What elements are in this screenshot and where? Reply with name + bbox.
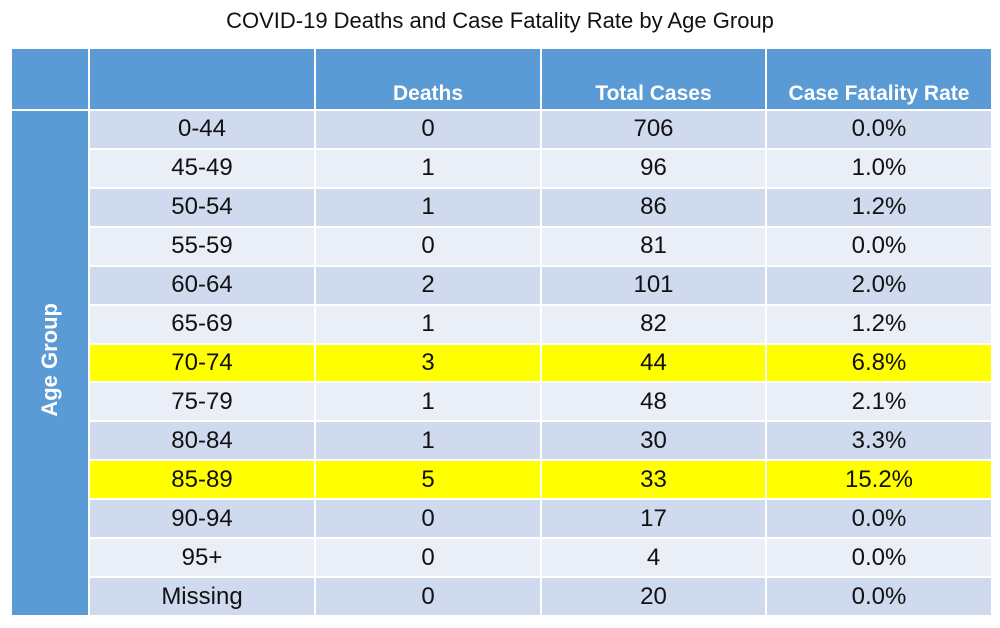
deaths-cell: 1	[314, 381, 542, 423]
case-fatality-rate-cell: 1.2%	[765, 303, 993, 345]
case-fatality-rate-cell: 15.2%	[765, 459, 993, 501]
total-cases-cell: 30	[540, 420, 767, 462]
total-cases-cell: 33	[540, 459, 767, 501]
total-cases-cell: 20	[540, 576, 767, 617]
age-group-cell: 75-79	[88, 381, 316, 423]
table-row: 60-64 2 101 2.0%	[11, 264, 993, 306]
age-group-cell: 95+	[88, 537, 316, 579]
table-row: 65-69 1 82 1.2%	[11, 303, 993, 345]
age-group-cell: 0-44	[88, 109, 316, 150]
age-group-cell: 80-84	[88, 420, 316, 462]
case-fatality-rate-cell: 6.8%	[765, 342, 993, 384]
column-header-blank	[88, 47, 316, 111]
case-fatality-rate-cell: 2.1%	[765, 381, 993, 423]
age-group-cell: 65-69	[88, 303, 316, 345]
chart-title: COVID-19 Deaths and Case Fatality Rate b…	[226, 8, 774, 33]
age-group-cell: 90-94	[88, 498, 316, 540]
deaths-cell: 0	[314, 537, 542, 579]
table-row: 95+ 0 4 0.0%	[11, 537, 993, 579]
table-body: Age Group 0-44 0 706 0.0% 45-49 1 96 1.0% 50-54 1 8…	[10, 109, 993, 617]
corner-cell	[10, 47, 90, 111]
table-row: 80-84 1 30 3.3%	[11, 420, 993, 462]
age-group-cell: 70-74	[88, 342, 316, 384]
age-group-cell: 60-64	[88, 264, 316, 306]
table-row: 70-74 3 44 6.8%	[11, 342, 993, 384]
deaths-cell: 0	[314, 498, 542, 540]
fatality-table: Deaths Total Cases Case Fatality Rate Ag…	[10, 47, 993, 617]
case-fatality-rate-cell: 2.0%	[765, 264, 993, 306]
total-cases-cell: 96	[540, 147, 767, 189]
case-fatality-rate-cell: 0.0%	[765, 109, 993, 150]
case-fatality-rate-cell: 0.0%	[765, 576, 993, 617]
age-group-cell: 55-59	[88, 225, 316, 267]
case-fatality-rate-cell: 1.2%	[765, 186, 993, 228]
table-row: 50-54 1 86 1.2%	[11, 186, 993, 228]
column-header-deaths: Deaths	[314, 47, 542, 111]
table-row: Age Group 0-44 0 706 0.0%	[10, 109, 993, 617]
deaths-cell: 5	[314, 459, 542, 501]
case-fatality-rate-cell: 0.0%	[765, 537, 993, 579]
deaths-cell: 1	[314, 303, 542, 345]
age-group-cell: 50-54	[88, 186, 316, 228]
age-group-cell: 45-49	[88, 147, 316, 189]
table-row: 45-49 1 96 1.0%	[11, 147, 993, 189]
total-cases-cell: 44	[540, 342, 767, 384]
row-group-label: Age Group	[37, 303, 62, 417]
deaths-cell: 0	[314, 109, 542, 150]
column-header-case-fatality-rate: Case Fatality Rate	[765, 47, 993, 111]
deaths-cell: 1	[314, 420, 542, 462]
case-fatality-rate-cell: 0.0%	[765, 225, 993, 267]
deaths-cell: 0	[314, 225, 542, 267]
table-row: 85-89 5 33 15.2%	[11, 459, 993, 501]
deaths-cell: 0	[314, 576, 542, 617]
row-group-header: Age Group	[10, 109, 90, 617]
table-row: Missing 0 20 0.0%	[11, 576, 993, 617]
deaths-cell: 1	[314, 147, 542, 189]
table-row: 90-94 0 17 0.0%	[11, 498, 993, 540]
total-cases-cell: 706	[540, 109, 767, 150]
total-cases-cell: 17	[540, 498, 767, 540]
case-fatality-rate-cell: 1.0%	[765, 147, 993, 189]
table-row: 55-59 0 81 0.0%	[11, 225, 993, 267]
deaths-cell: 3	[314, 342, 542, 384]
total-cases-cell: 4	[540, 537, 767, 579]
total-cases-cell: 81	[540, 225, 767, 267]
total-cases-cell: 48	[540, 381, 767, 423]
column-header-total-cases: Total Cases	[540, 47, 767, 111]
header-row: Deaths Total Cases Case Fatality Rate	[10, 47, 993, 111]
age-group-cell: Missing	[88, 576, 316, 617]
deaths-cell: 1	[314, 186, 542, 228]
deaths-cell: 2	[314, 264, 542, 306]
age-group-cell: 85-89	[88, 459, 316, 501]
case-fatality-rate-cell: 0.0%	[765, 498, 993, 540]
case-fatality-rate-cell: 3.3%	[765, 420, 993, 462]
table-row: 75-79 1 48 2.1%	[11, 381, 993, 423]
total-cases-cell: 86	[540, 186, 767, 228]
total-cases-cell: 101	[540, 264, 767, 306]
total-cases-cell: 82	[540, 303, 767, 345]
